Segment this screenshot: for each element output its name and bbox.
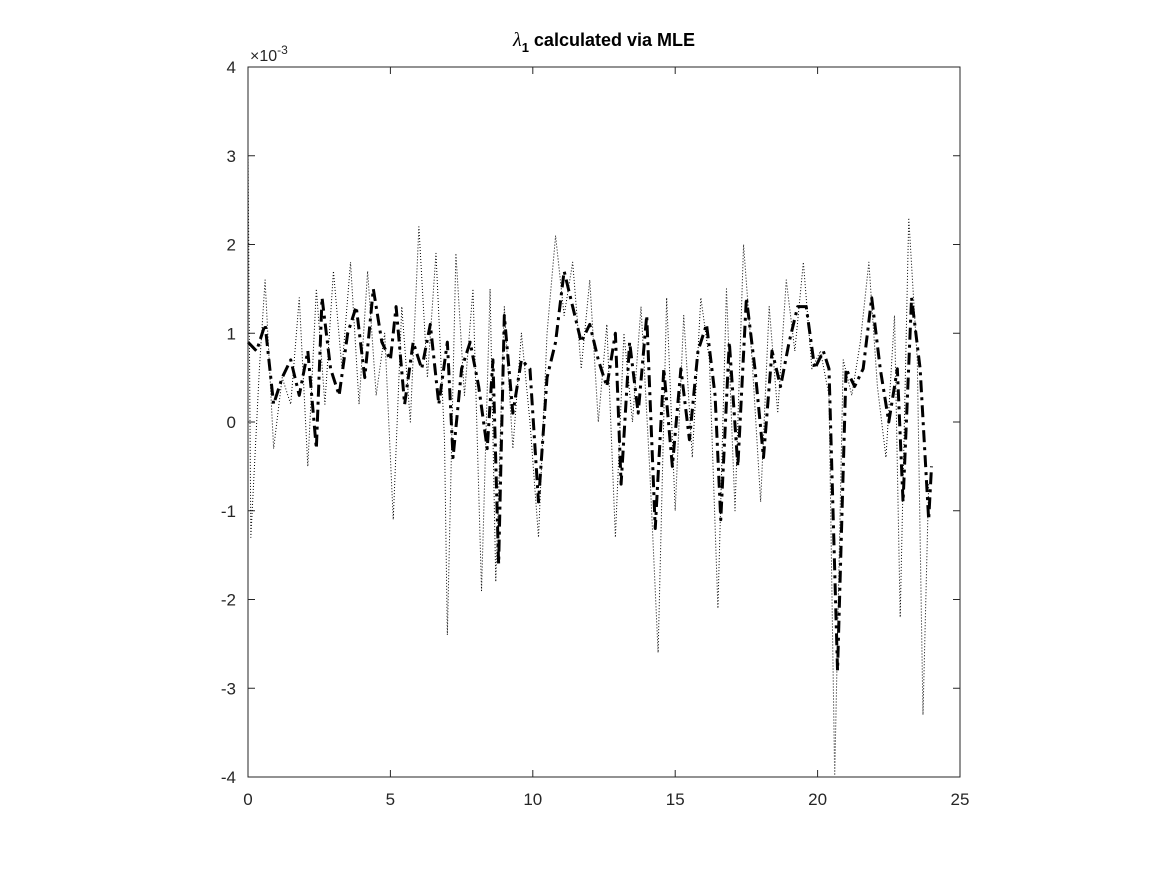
y-tick-label: 4 — [227, 58, 236, 77]
title-symbol: λ — [512, 29, 522, 51]
y-tick-label: -4 — [221, 768, 236, 787]
x-tick-label: 5 — [386, 790, 395, 809]
y-tick-label: -3 — [221, 679, 236, 698]
x-tick-label: 20 — [808, 790, 827, 809]
y-multiplier: ×10-3 — [250, 43, 288, 65]
plot-frame — [247, 66, 961, 778]
series-line — [246, 269, 934, 672]
y-tick-label: 0 — [227, 413, 236, 432]
title-text: calculated via MLE — [534, 30, 695, 50]
x-tick-label: 10 — [523, 790, 542, 809]
x-tick-label: 0 — [243, 790, 252, 809]
y-tick-label: 1 — [227, 324, 236, 343]
x-tick-label: 25 — [951, 790, 970, 809]
y-tick-label: 2 — [227, 236, 236, 255]
y-multiplier-base: ×10 — [250, 48, 277, 65]
title-subscript: 1 — [522, 40, 529, 55]
y-tick-label: -1 — [221, 502, 236, 521]
y-tick-label: 3 — [227, 147, 236, 166]
x-tick-label: 15 — [666, 790, 685, 809]
y-multiplier-exponent: -3 — [277, 43, 288, 57]
y-tick-label: -2 — [221, 591, 236, 610]
chart-title: λ1 calculated via MLE — [512, 29, 695, 55]
